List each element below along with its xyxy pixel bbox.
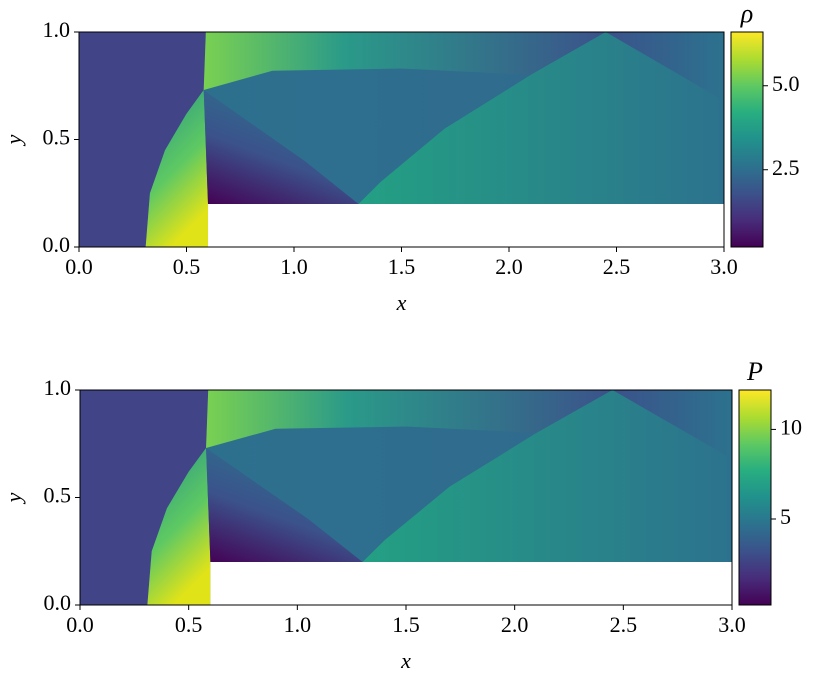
field-region <box>147 448 211 605</box>
colorbar-tick-label: 5.0 <box>772 71 800 96</box>
x-tick-label: 0.5 <box>173 254 201 279</box>
x-tick-label: 2.0 <box>501 612 529 637</box>
y-tick-label: 1.0 <box>44 375 72 400</box>
colorbar <box>738 389 772 606</box>
x-axis-title: x <box>396 290 407 315</box>
colorbar-tick-label: 2.5 <box>772 155 800 180</box>
x-tick-label: 1.0 <box>280 254 308 279</box>
colorbar-title: ρ <box>740 0 753 28</box>
x-tick-label: 1.5 <box>388 254 416 279</box>
x-tick-label: 0.0 <box>66 612 94 637</box>
y-tick-label: 0.0 <box>43 232 71 257</box>
field-region <box>203 32 606 91</box>
field-region <box>362 390 732 562</box>
field-region <box>206 390 613 449</box>
x-tick-label: 0.0 <box>65 254 93 279</box>
colorbar-tick-label: 10 <box>780 414 802 439</box>
y-axis-title: y <box>1 134 26 146</box>
y-tick-label: 0.5 <box>44 483 72 508</box>
field <box>80 390 732 605</box>
x-axis-title: x <box>400 648 411 673</box>
field-region <box>358 32 724 204</box>
y-tick-label: 0.5 <box>43 125 71 150</box>
x-tick-label: 1.0 <box>284 612 312 637</box>
field-region <box>145 90 208 247</box>
y-axis-title: y <box>1 492 26 504</box>
field-region <box>206 448 363 562</box>
colorbar <box>730 31 764 248</box>
field-region <box>210 562 732 605</box>
x-tick-label: 2.5 <box>603 254 631 279</box>
y-tick-label: 0.0 <box>44 590 72 615</box>
subplot: 0.0 0.5 1.0 1.5 2.0 2.5 3.0 0.0 0.5 1.0 x y 2.5 5.0 ρ <box>1 0 799 315</box>
field-region <box>203 90 359 204</box>
x-tick-label: 3.0 <box>710 254 738 279</box>
field-region <box>80 390 209 605</box>
x-tick-label: 1.5 <box>392 612 420 637</box>
field-region <box>79 32 206 247</box>
field-region <box>208 204 724 247</box>
subplot: 0.0 0.5 1.0 1.5 2.0 2.5 3.0 0.0 0.5 1.0 x y 5 10 P <box>1 357 802 673</box>
x-tick-label: 2.0 <box>495 254 523 279</box>
x-tick-label: 2.5 <box>610 612 638 637</box>
x-tick-label: 0.5 <box>175 612 203 637</box>
x-tick-label: 3.0 <box>718 612 746 637</box>
colorbar-tick-label: 5 <box>780 504 791 529</box>
colorbar-title: P <box>746 357 763 386</box>
y-tick-label: 1.0 <box>43 17 71 42</box>
field <box>79 32 724 247</box>
